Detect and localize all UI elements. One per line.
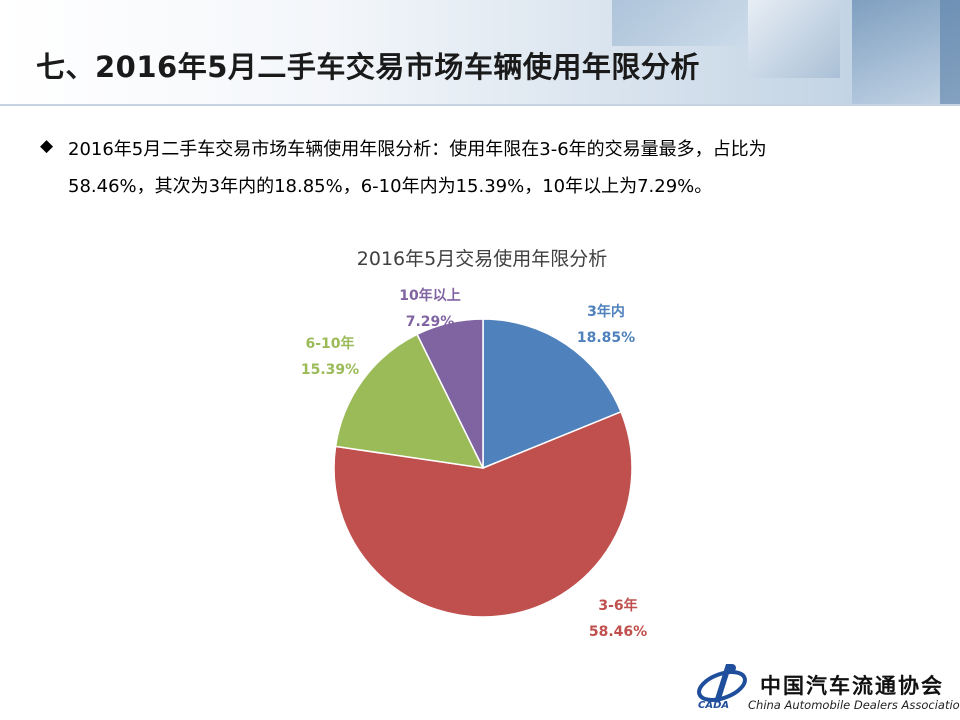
slice-category-label: 3年内: [587, 303, 625, 320]
slice-value-label: 7.29%: [406, 314, 455, 330]
pie-slice: [333, 410, 633, 618]
summary-line-2: 58.46%，其次为3年内的18.85%，6-10年内为15.39%，10年以上…: [68, 176, 713, 197]
pie-slice: [334, 333, 485, 469]
slice-category-label: 3-6年: [598, 597, 637, 614]
header-banner: [0, 0, 960, 104]
logo-english-name: China Automobile Dealers Association: [748, 698, 960, 712]
header-divider: [0, 104, 960, 106]
slice-category-label: 10年以上: [399, 287, 460, 304]
logo-chinese-name: 中国汽车流通协会: [760, 674, 944, 698]
slice-value-label: 18.85%: [577, 330, 635, 346]
chart-title: 2016年5月交易使用年限分析: [356, 248, 608, 270]
header-decoration: [748, 0, 840, 78]
logo-abbreviation: CADA: [698, 700, 730, 711]
diamond-bullet-icon: ◆: [40, 136, 54, 156]
header-decoration: [612, 0, 762, 46]
slice-value-label: 58.46%: [589, 624, 647, 640]
header-decoration: [940, 0, 960, 104]
slice-category-label: 6-10年: [305, 335, 354, 352]
slice-value-label: 15.39%: [301, 362, 359, 378]
pie-slice: [416, 318, 484, 469]
summary-line-1: 2016年5月二手车交易市场车辆使用年限分析：使用年限在3-6年的交易量最多，占…: [68, 139, 767, 160]
summary-text: 2016年5月二手车交易市场车辆使用年限分析：使用年限在3-6年的交易量最多，占…: [68, 131, 928, 205]
cada-logo-icon: [697, 664, 747, 702]
pie-slice: [482, 318, 622, 470]
page-title: 七、2016年5月二手车交易市场车辆使用年限分析: [36, 50, 700, 84]
